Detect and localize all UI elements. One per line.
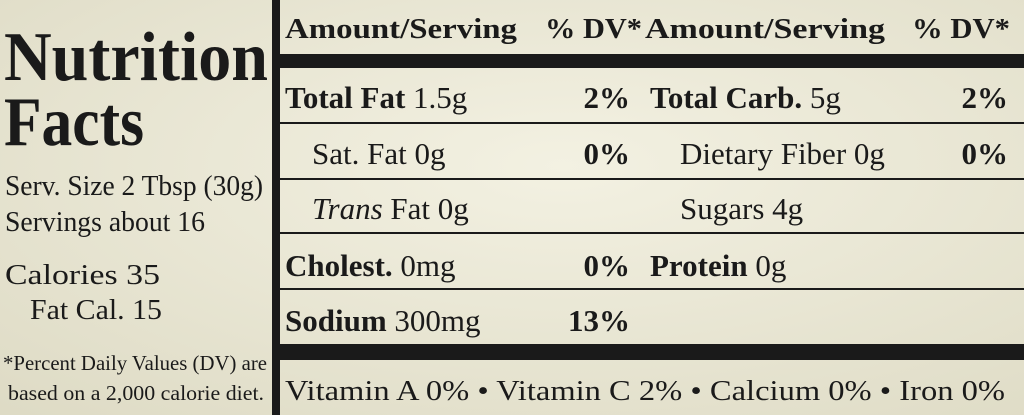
nutrient-name: Fat [390, 191, 430, 226]
nutrient: Dietary Fiber 0g [680, 136, 885, 171]
header: Amount/Serving [285, 14, 517, 45]
servings: Servings about 16 [5, 206, 205, 238]
nutrient-amount: 0mg [400, 248, 455, 283]
footnote: *Percent Daily Values (DV) are [3, 351, 267, 375]
rule [280, 122, 1024, 124]
nutrient: Sat. Fat 0g [312, 136, 445, 171]
header: % DV* [912, 14, 1010, 45]
nutrient: Sodium 300mg [285, 303, 481, 338]
nutrient: Total Fat 1.5g [285, 80, 467, 115]
nutrient-name: Protein [650, 248, 748, 283]
nutrient: Sugars 4g [680, 191, 803, 226]
fat-calories: Fat Cal. 15 [30, 294, 162, 326]
nutrient-amount: 5g [810, 80, 841, 115]
nutrient-amount: 0g [854, 136, 885, 171]
daily-value: 0% [584, 136, 631, 171]
header: Amount/Serving [645, 14, 885, 45]
rule [280, 232, 1024, 234]
nutrient-amount: 1.5g [413, 80, 467, 115]
nutrient-name: Sugars [680, 191, 764, 226]
nutrient-italic: Trans [312, 191, 383, 226]
nutrient-amount: 300mg [394, 303, 480, 338]
daily-value: 2% [584, 80, 631, 115]
nutrient-name: Dietary Fiber [680, 136, 847, 171]
nutrient: Total Carb. 5g [650, 80, 841, 115]
serving-size: Serv. Size 2 Tbsp (30g) [5, 170, 263, 202]
nutrient: Trans Fat 0g [312, 191, 469, 226]
calories: Calories 35 [5, 259, 160, 291]
rule [280, 178, 1024, 180]
nutrient-amount: 0g [438, 191, 469, 226]
divider [272, 0, 280, 415]
thick-rule [280, 54, 1024, 68]
thick-rule [280, 344, 1024, 360]
nutrient-name: Total Carb. [650, 80, 802, 115]
daily-value: 0% [962, 136, 1009, 171]
nutrient: Cholest. 0mg [285, 248, 456, 283]
nutrient: Protein 0g [650, 248, 786, 283]
nutrient-name: Cholest. [285, 248, 393, 283]
nutrient-amount: 4g [772, 191, 803, 226]
title: Nutrition [4, 19, 268, 96]
nutrient-name: Total Fat [285, 80, 406, 115]
nutrient-amount: 0g [755, 248, 786, 283]
title: Facts [4, 84, 144, 161]
footnote: based on a 2,000 calorie diet. [8, 381, 264, 405]
daily-value: 2% [962, 80, 1009, 115]
nutrient-amount: 0g [414, 136, 445, 171]
rule [280, 288, 1024, 290]
vitamins: Vitamin A 0% • Vitamin C 2% • Calcium 0%… [285, 376, 1005, 407]
nutrient-name: Sat. Fat [312, 136, 407, 171]
nutrient-name: Sodium [285, 303, 387, 338]
daily-value: 13% [568, 303, 630, 338]
header: % DV* [545, 14, 642, 45]
daily-value: 0% [584, 248, 631, 283]
